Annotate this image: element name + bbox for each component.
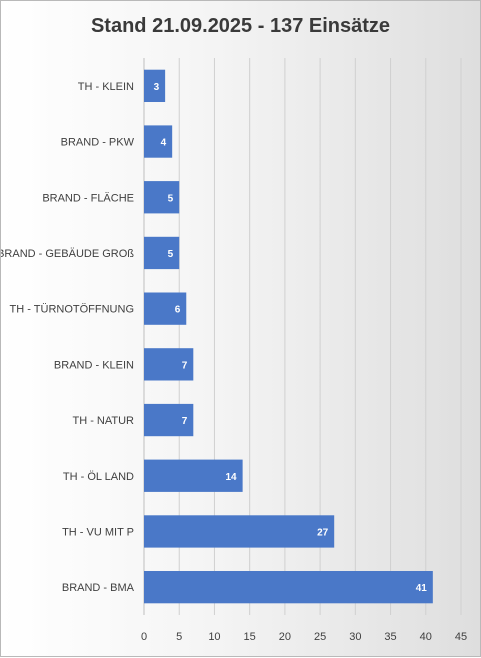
category-label: TH - NATUR [72,415,134,427]
x-tick-label: 45 [455,631,467,643]
x-tick-label: 0 [141,631,147,643]
data-label: 7 [182,416,188,427]
x-tick-label: 40 [420,631,432,643]
x-tick-label: 15 [244,631,256,643]
x-tick-label: 5 [176,631,182,643]
chart-title: Stand 21.09.2025 - 137 Einsätze [90,15,391,37]
data-label: 27 [317,527,329,538]
data-label: 5 [168,249,174,260]
data-label: 6 [175,305,181,316]
category-label: TH - TÜRNOTÖFFNUNG [10,304,134,316]
x-tick-label: 10 [208,631,220,643]
data-label: 5 [168,193,174,204]
bar [144,570,433,604]
bar [144,236,180,270]
bar [144,292,187,325]
data-label: 3 [154,82,160,93]
bar [144,125,173,158]
bar [144,403,194,437]
category-label: BRAND - PKW [61,137,135,149]
bar [144,459,243,492]
category-label: TH - VU MIT P [62,526,134,538]
bar [144,348,194,381]
category-label: BRAND - GEBÄUDE GROß [1,248,134,260]
category-label: BRAND - KLEIN [54,359,134,371]
data-label: 4 [161,138,167,149]
category-label: TH - KLEIN [78,81,134,93]
category-label: BRAND - FLÄCHE [42,192,134,204]
x-tick-label: 25 [314,631,326,643]
x-tick-label: 35 [384,631,396,643]
category-label: TH - ÖL LAND [63,471,134,483]
bar [144,515,335,548]
data-label: 7 [182,360,188,371]
category-label: BRAND - BMA [62,582,135,594]
x-tick-label: 30 [349,631,361,643]
x-tick-label: 20 [279,631,291,643]
data-label: 14 [225,472,237,483]
bar [144,69,166,103]
data-label: 41 [416,583,428,594]
bar [144,181,180,214]
